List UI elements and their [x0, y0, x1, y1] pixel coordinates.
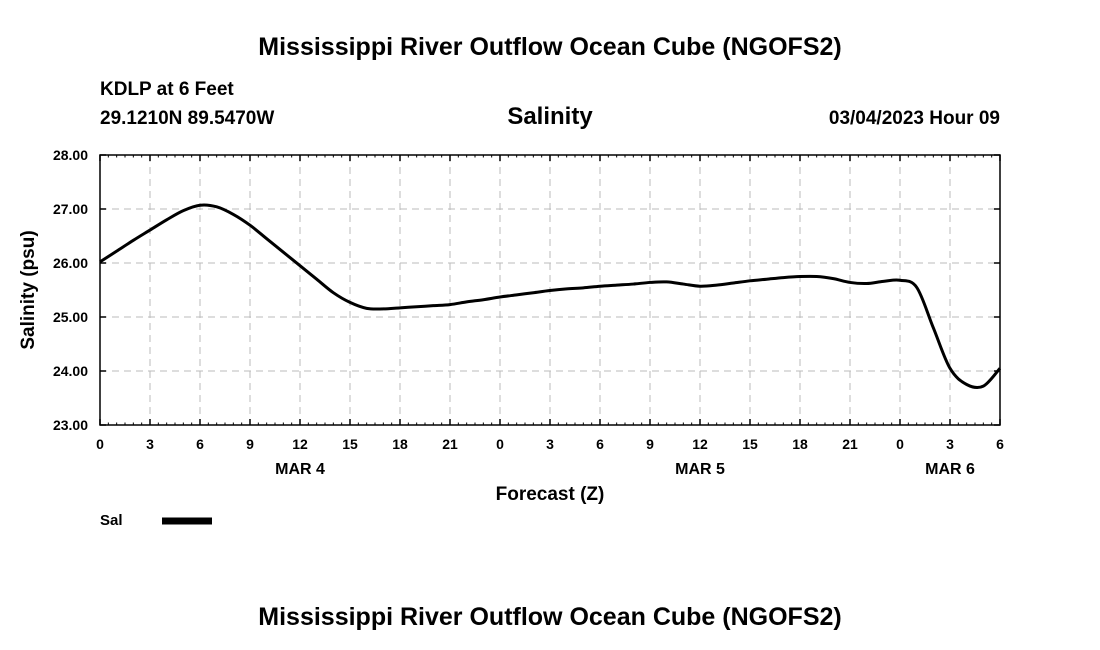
footer-title: Mississippi River Outflow Ocean Cube (NG… — [258, 603, 841, 631]
x-tick-label: 3 — [546, 436, 554, 452]
station-name: KDLP at 6 Feet — [100, 79, 234, 100]
y-tick-label: 24.00 — [53, 363, 88, 379]
x-day-label: MAR 4 — [275, 461, 325, 478]
grid — [100, 155, 1000, 425]
x-tick-label: 18 — [392, 436, 408, 452]
x-tick-label: 9 — [246, 436, 254, 452]
station-coords: 29.1210N 89.5470W — [100, 108, 274, 129]
x-tick-label: 0 — [96, 436, 104, 452]
x-tick-label: 6 — [196, 436, 204, 452]
y-tick-label: 25.00 — [53, 309, 88, 325]
x-tick-label: 12 — [292, 436, 308, 452]
x-tick-label: 6 — [596, 436, 604, 452]
x-tick-label: 12 — [692, 436, 708, 452]
y-tick-label: 27.00 — [53, 201, 88, 217]
legend-label: Sal — [100, 512, 123, 529]
y-tick-label: 23.00 — [53, 417, 88, 433]
x-tick-label: 3 — [946, 436, 954, 452]
x-tick-label: 6 — [996, 436, 1004, 452]
x-tick-label: 21 — [842, 436, 858, 452]
x-tick-label: 3 — [146, 436, 154, 452]
x-tick-label: 9 — [646, 436, 654, 452]
forecast-datetime: 03/04/2023 Hour 09 — [829, 108, 1000, 129]
series-group — [99, 203, 1002, 390]
x-tick-label: 21 — [442, 436, 458, 452]
series-line-sal — [99, 203, 1002, 390]
x-tick-label: 18 — [792, 436, 808, 452]
x-tick-label: 0 — [496, 436, 504, 452]
y-tick-label: 26.00 — [53, 255, 88, 271]
y-axis-label: Salinity (psu) — [18, 230, 39, 349]
x-day-label: MAR 5 — [675, 461, 725, 478]
legend: Sal — [100, 512, 212, 529]
x-tick-label: 15 — [742, 436, 758, 452]
x-day-label: MAR 6 — [925, 461, 975, 478]
x-axis-label: Forecast (Z) — [496, 484, 605, 505]
variable-title: Salinity — [507, 103, 593, 130]
axis-ticks: 0 3 6 9 12 15 18 21 0 3 6 9 12 15 18 21 0 3 6 23.00 24.00 25.… — [53, 147, 1004, 478]
chart-title: Mississippi River Outflow Ocean Cube (NG… — [258, 33, 841, 61]
y-tick-label: 28.00 — [53, 147, 88, 163]
x-tick-label: 15 — [342, 436, 358, 452]
x-tick-label: 0 — [896, 436, 904, 452]
